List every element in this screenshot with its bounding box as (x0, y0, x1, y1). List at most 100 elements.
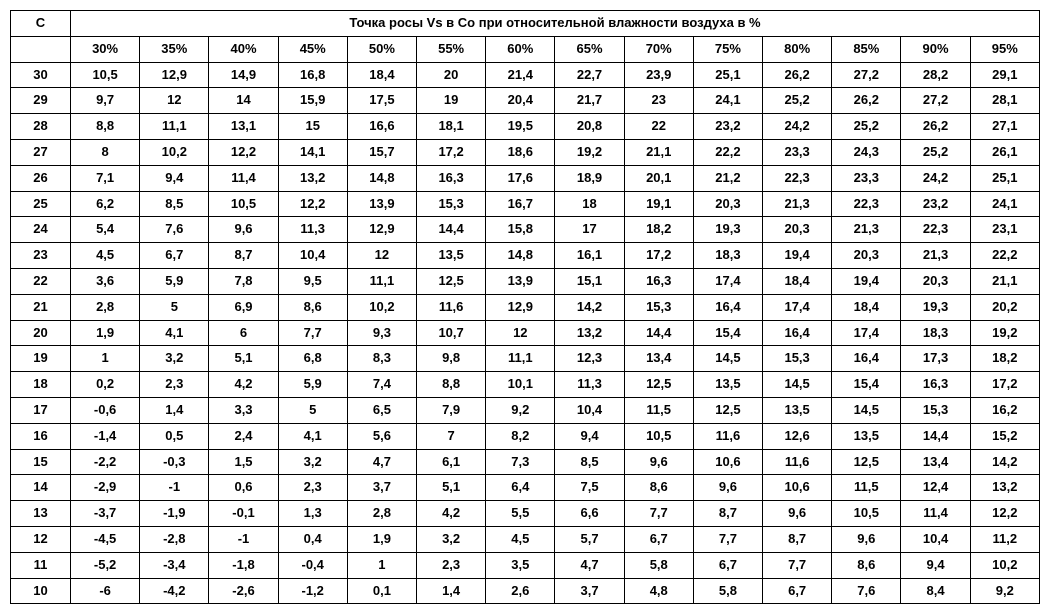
data-cell: 5,9 (278, 372, 347, 398)
data-cell: 22,7 (555, 62, 624, 88)
row-label: 12 (11, 526, 71, 552)
data-cell: 11,1 (347, 268, 416, 294)
table-row: 10-6-4,2-2,6-1,20,11,42,63,74,85,86,77,6… (11, 578, 1040, 604)
row-label: 10 (11, 578, 71, 604)
data-cell: 5,1 (417, 475, 486, 501)
data-cell: 22,2 (693, 139, 762, 165)
data-cell: 16,3 (417, 165, 486, 191)
data-cell: 14,5 (832, 397, 901, 423)
data-cell: 5 (140, 294, 209, 320)
data-cell: 25,1 (693, 62, 762, 88)
column-header: 80% (763, 36, 832, 62)
data-cell: 10,4 (901, 526, 970, 552)
data-cell: 15,1 (555, 268, 624, 294)
data-cell: 22,3 (763, 165, 832, 191)
data-cell: 9,2 (486, 397, 555, 423)
data-cell: 18 (555, 191, 624, 217)
data-cell: 14,8 (486, 243, 555, 269)
data-cell: 11,6 (693, 423, 762, 449)
row-label: 30 (11, 62, 71, 88)
data-cell: 18,6 (486, 139, 555, 165)
data-cell: 5,4 (71, 217, 140, 243)
data-cell: 7,3 (486, 449, 555, 475)
data-cell: 23,9 (624, 62, 693, 88)
data-cell: 10,4 (278, 243, 347, 269)
data-cell: 8,6 (624, 475, 693, 501)
data-cell: 12,2 (278, 191, 347, 217)
data-cell: 9,6 (763, 501, 832, 527)
data-cell: 12,6 (763, 423, 832, 449)
data-cell: 26,2 (901, 114, 970, 140)
data-cell: 5,8 (624, 552, 693, 578)
column-header: 55% (417, 36, 486, 62)
data-cell: 12,2 (970, 501, 1039, 527)
table-row: 1913,25,16,88,39,811,112,313,414,515,316… (11, 346, 1040, 372)
data-cell: 23,2 (693, 114, 762, 140)
data-cell: 23,3 (763, 139, 832, 165)
data-cell: 14 (209, 88, 278, 114)
data-cell: 9,8 (417, 346, 486, 372)
column-header: 50% (347, 36, 416, 62)
data-cell: 7,7 (763, 552, 832, 578)
data-cell: 3,2 (140, 346, 209, 372)
row-label: 26 (11, 165, 71, 191)
data-cell: 10,7 (417, 320, 486, 346)
data-cell: 18,1 (417, 114, 486, 140)
data-cell: 14,5 (693, 346, 762, 372)
data-cell: 18,9 (555, 165, 624, 191)
header-row-1: C Точка росы Vs в Со при относительной в… (11, 11, 1040, 37)
data-cell: 7 (417, 423, 486, 449)
data-cell: 16,1 (555, 243, 624, 269)
row-label: 20 (11, 320, 71, 346)
data-cell: 20,3 (901, 268, 970, 294)
row-label: 29 (11, 88, 71, 114)
data-cell: 16,7 (486, 191, 555, 217)
header-row-2: 30%35%40%45%50%55%60%65%70%75%80%85%90%9… (11, 36, 1040, 62)
data-cell: 11,2 (970, 526, 1039, 552)
data-cell: 16,2 (970, 397, 1039, 423)
data-cell: 19,2 (970, 320, 1039, 346)
data-cell: 22,3 (901, 217, 970, 243)
data-cell: 1,4 (417, 578, 486, 604)
data-cell: 18,2 (624, 217, 693, 243)
table-row: 14-2,9-10,62,33,75,16,47,58,69,610,611,5… (11, 475, 1040, 501)
table-row: 256,28,510,512,213,915,316,71819,120,321… (11, 191, 1040, 217)
data-cell: 6,2 (71, 191, 140, 217)
data-cell: 15,4 (693, 320, 762, 346)
data-cell: 0,2 (71, 372, 140, 398)
data-cell: 4,5 (71, 243, 140, 269)
data-cell: 6,8 (278, 346, 347, 372)
data-cell: 2,8 (347, 501, 416, 527)
column-header: 35% (140, 36, 209, 62)
data-cell: 11,3 (555, 372, 624, 398)
data-cell: 9,6 (832, 526, 901, 552)
data-cell: 22,3 (832, 191, 901, 217)
data-cell: 16,6 (347, 114, 416, 140)
data-cell: 8,6 (278, 294, 347, 320)
table-row: 3010,512,914,916,818,42021,422,723,925,1… (11, 62, 1040, 88)
data-cell: 1,4 (140, 397, 209, 423)
table-row: 234,56,78,710,41213,514,816,117,218,319,… (11, 243, 1040, 269)
row-label: 22 (11, 268, 71, 294)
data-cell: 17,4 (693, 268, 762, 294)
row-label: 19 (11, 346, 71, 372)
data-cell: 15,2 (970, 423, 1039, 449)
data-cell: 10,1 (486, 372, 555, 398)
data-cell: 6,1 (417, 449, 486, 475)
data-cell: 11,1 (140, 114, 209, 140)
data-cell: 8,7 (209, 243, 278, 269)
data-cell: 17,6 (486, 165, 555, 191)
data-cell: 5,5 (486, 501, 555, 527)
data-cell: 4,8 (624, 578, 693, 604)
table-title: Точка росы Vs в Со при относительной вла… (71, 11, 1040, 37)
data-cell: 19 (417, 88, 486, 114)
data-cell: 16,8 (278, 62, 347, 88)
data-cell: 7,7 (693, 526, 762, 552)
data-cell: 14,8 (347, 165, 416, 191)
data-cell: 15,9 (278, 88, 347, 114)
data-cell: 1,5 (209, 449, 278, 475)
data-cell: 9,4 (555, 423, 624, 449)
data-cell: 13,5 (693, 372, 762, 398)
data-cell: 8,2 (486, 423, 555, 449)
data-cell: 0,5 (140, 423, 209, 449)
